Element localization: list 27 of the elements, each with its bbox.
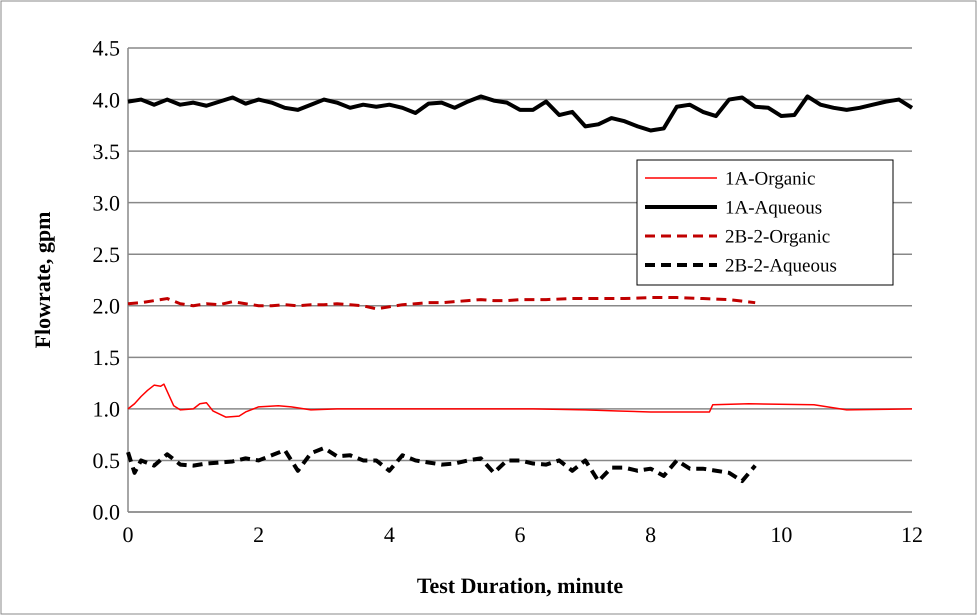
line-series <box>127 383 913 418</box>
x-tick-label: 8 <box>645 522 656 547</box>
y-tick-label: 4.0 <box>92 87 120 112</box>
y-tick-label: 2.0 <box>92 293 120 318</box>
legend-label: 2B-2-Organic <box>725 226 830 248</box>
x-axis-title: Test Duration, minute <box>416 573 624 598</box>
legend-label: 2B-2-Aqueous <box>725 256 837 277</box>
y-axis-title: Flowrate, gpm <box>30 212 55 348</box>
x-tick-label: 10 <box>770 522 792 547</box>
x-tick-label: 4 <box>384 522 395 547</box>
legend-label: 1A-Organic <box>725 168 816 190</box>
x-tick-label: 2 <box>253 522 264 547</box>
x-tick-label: 0 <box>122 522 134 547</box>
line-series <box>126 94 914 132</box>
legend-label: 1A-Aqueous <box>725 198 822 219</box>
y-tick-label: 3.0 <box>92 190 120 216</box>
line-series <box>126 446 758 484</box>
line-series <box>126 296 757 310</box>
x-tick-label: 6 <box>514 522 526 547</box>
y-tick-label: 0.0 <box>92 500 120 525</box>
x-tick-label: 12 <box>901 522 923 547</box>
y-tick-label: 0.5 <box>92 448 120 474</box>
y-tick-label: 1.5 <box>92 345 120 370</box>
y-tick-label: 3.5 <box>92 138 120 164</box>
y-tick-label: 2.5 <box>92 242 120 267</box>
y-tick-label: 4.5 <box>92 36 120 61</box>
y-tick-label: 1.0 <box>92 396 120 422</box>
